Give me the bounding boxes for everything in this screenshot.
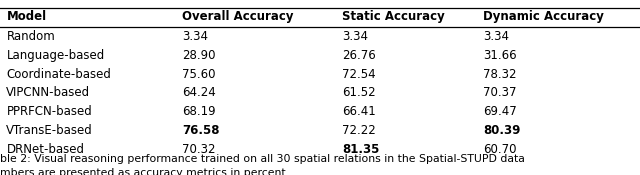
Text: 75.60: 75.60 bbox=[182, 68, 216, 81]
Text: Random: Random bbox=[6, 30, 55, 43]
Text: 3.34: 3.34 bbox=[483, 30, 509, 43]
Text: Overall Accuracy: Overall Accuracy bbox=[182, 10, 294, 23]
Text: 28.90: 28.90 bbox=[182, 49, 216, 62]
Text: 76.58: 76.58 bbox=[182, 124, 220, 137]
Text: PPRFCN-based: PPRFCN-based bbox=[6, 105, 92, 118]
Text: 80.39: 80.39 bbox=[483, 124, 520, 137]
Text: 81.35: 81.35 bbox=[342, 143, 380, 156]
Text: Dynamic Accuracy: Dynamic Accuracy bbox=[483, 10, 604, 23]
Text: 70.37: 70.37 bbox=[483, 86, 516, 99]
Text: Model: Model bbox=[6, 10, 47, 23]
Text: 78.32: 78.32 bbox=[483, 68, 516, 81]
Text: 26.76: 26.76 bbox=[342, 49, 376, 62]
Text: ble 2: Visual reasoning performance trained on all 30 spatial relations in the S: ble 2: Visual reasoning performance trai… bbox=[0, 154, 525, 164]
Text: 64.24: 64.24 bbox=[182, 86, 216, 99]
Text: mbers are presented as accuracy metrics in percent.: mbers are presented as accuracy metrics … bbox=[0, 168, 289, 175]
Text: 70.32: 70.32 bbox=[182, 143, 216, 156]
Text: DRNet-based: DRNet-based bbox=[6, 143, 84, 156]
Text: Static Accuracy: Static Accuracy bbox=[342, 10, 445, 23]
Text: 69.47: 69.47 bbox=[483, 105, 517, 118]
Text: 3.34: 3.34 bbox=[342, 30, 369, 43]
Text: 72.54: 72.54 bbox=[342, 68, 376, 81]
Text: 68.19: 68.19 bbox=[182, 105, 216, 118]
Text: 72.22: 72.22 bbox=[342, 124, 376, 137]
Text: Language-based: Language-based bbox=[6, 49, 105, 62]
Text: Coordinate-based: Coordinate-based bbox=[6, 68, 111, 81]
Text: 66.41: 66.41 bbox=[342, 105, 376, 118]
Text: VTransE-based: VTransE-based bbox=[6, 124, 93, 137]
Text: 60.70: 60.70 bbox=[483, 143, 516, 156]
Text: 61.52: 61.52 bbox=[342, 86, 376, 99]
Text: 31.66: 31.66 bbox=[483, 49, 517, 62]
Text: 3.34: 3.34 bbox=[182, 30, 209, 43]
Text: VIPCNN-based: VIPCNN-based bbox=[6, 86, 90, 99]
